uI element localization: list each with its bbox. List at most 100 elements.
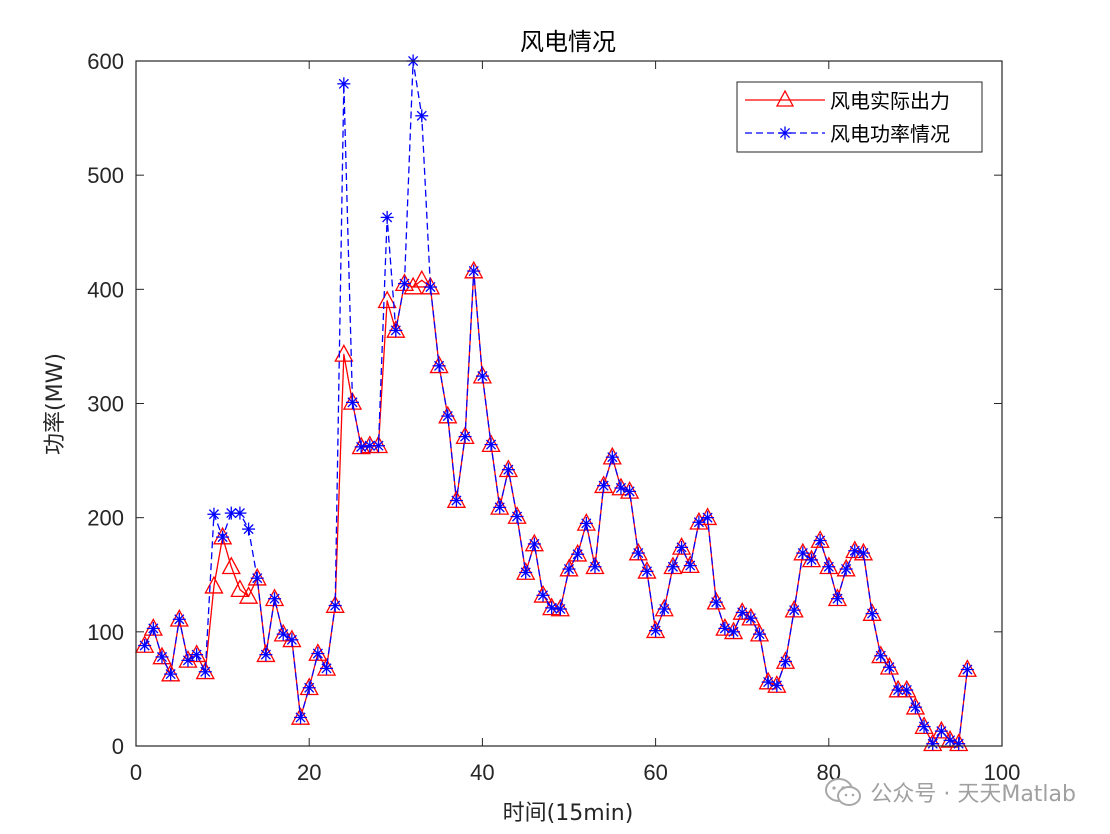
asterisk-stroke — [841, 563, 852, 575]
data-point-power — [268, 592, 282, 606]
data-point-power — [510, 510, 524, 524]
asterisk-stroke — [589, 561, 601, 572]
data-point-power — [796, 546, 810, 560]
data-point-actual — [394, 273, 415, 292]
data-point-power — [813, 534, 827, 547]
data-point-power — [216, 530, 230, 544]
asterisk-stroke — [520, 567, 531, 578]
data-point-power — [727, 625, 741, 639]
data-point-power — [259, 648, 273, 662]
data-point-actual — [152, 646, 172, 665]
data-point-actual — [559, 558, 579, 577]
data-point-power — [458, 430, 472, 444]
data-point-actual — [472, 365, 493, 384]
data-point-actual — [671, 536, 692, 555]
legend-marker-triangle — [775, 89, 795, 107]
asterisk-stroke — [382, 212, 393, 223]
data-point-power — [354, 440, 368, 454]
asterisk-stroke — [771, 680, 782, 691]
data-point-power — [917, 720, 931, 734]
data-point-actual — [412, 269, 432, 288]
asterisk-stroke — [269, 593, 280, 604]
data-point-actual — [386, 320, 406, 338]
x-axis-label: 时间(15min) — [503, 801, 634, 826]
data-point-power — [432, 359, 446, 373]
data-point-power — [527, 537, 541, 551]
data-point-power — [865, 607, 879, 621]
data-point-actual — [377, 290, 397, 309]
data-point-power — [666, 560, 680, 574]
data-point-actual — [403, 276, 423, 295]
data-point-power — [302, 681, 316, 695]
data-point-power — [155, 650, 169, 664]
data-point-power — [952, 737, 966, 751]
legend: 风电实际出力 风电功率情况 — [736, 81, 983, 153]
asterisk-stroke — [399, 278, 410, 289]
data-point-power — [605, 450, 619, 464]
data-point-power — [536, 588, 550, 602]
asterisk-stroke — [304, 682, 315, 693]
data-point-power — [657, 602, 671, 616]
x-tick-label: 40 — [470, 760, 494, 785]
data-point-power — [631, 546, 645, 560]
data-point-power — [683, 559, 697, 573]
data-point-power — [675, 540, 689, 554]
y-axis-label: 功率(MW) — [43, 353, 68, 455]
data-point-power — [146, 621, 160, 635]
asterisk-stroke — [572, 549, 583, 560]
data-point-power — [822, 560, 836, 574]
data-point-actual — [767, 675, 787, 693]
y-tick-label: 500 — [87, 163, 124, 188]
data-point-power — [328, 599, 342, 613]
data-point-actual — [593, 475, 614, 494]
data-point-actual — [368, 435, 389, 454]
asterisk-stroke — [208, 509, 219, 520]
data-point-actual — [429, 355, 449, 374]
data-point-actual — [135, 635, 155, 653]
asterisk-stroke — [139, 640, 150, 651]
data-point-actual — [749, 623, 770, 642]
data-point-power — [753, 627, 767, 641]
data-point-actual — [273, 623, 293, 642]
asterisk-stroke — [581, 518, 592, 529]
asterisk-stroke — [763, 677, 774, 688]
asterisk-stroke — [191, 649, 202, 660]
asterisk-stroke — [555, 603, 566, 615]
data-point-actual — [628, 542, 648, 561]
plot-area — [135, 54, 978, 752]
asterisk-stroke — [927, 738, 938, 749]
asterisk-stroke — [867, 608, 878, 619]
data-point-actual — [169, 608, 189, 627]
asterisk-stroke — [615, 482, 627, 494]
asterisk-stroke — [754, 629, 765, 640]
asterisk-stroke — [779, 127, 791, 139]
asterisk-stroke — [174, 614, 185, 625]
asterisk-stroke — [641, 566, 652, 577]
asterisk-stroke — [312, 648, 323, 659]
legend-label-actual: 风电实际出力 — [830, 89, 950, 113]
data-point-power — [571, 547, 585, 561]
data-point-actual — [516, 562, 536, 580]
data-point-actual — [316, 658, 337, 676]
data-point-actual — [957, 659, 978, 677]
asterisk-stroke — [200, 666, 211, 677]
y-tick-label: 600 — [87, 49, 124, 74]
asterisk-stroke — [832, 593, 843, 604]
data-point-actual — [923, 733, 943, 752]
asterisk-stroke — [390, 325, 401, 336]
data-point-actual — [645, 620, 666, 639]
axis-ticks: 0 20 40 60 80 100 0 100 200 300 400 500 600 — [87, 49, 1020, 785]
data-point-power — [250, 571, 264, 585]
data-point-power — [562, 562, 576, 576]
asterisk-stroke — [442, 411, 453, 422]
data-point-actual — [602, 446, 622, 465]
asterisk-stroke — [893, 685, 904, 696]
asterisk-stroke — [425, 281, 436, 293]
data-point-power — [709, 595, 723, 609]
asterisk-stroke — [356, 441, 367, 452]
data-point-power — [787, 603, 801, 617]
asterisk-stroke — [901, 685, 912, 696]
asterisk-stroke — [797, 548, 808, 559]
asterisk-stroke — [745, 613, 756, 624]
asterisk-stroke — [685, 560, 696, 571]
